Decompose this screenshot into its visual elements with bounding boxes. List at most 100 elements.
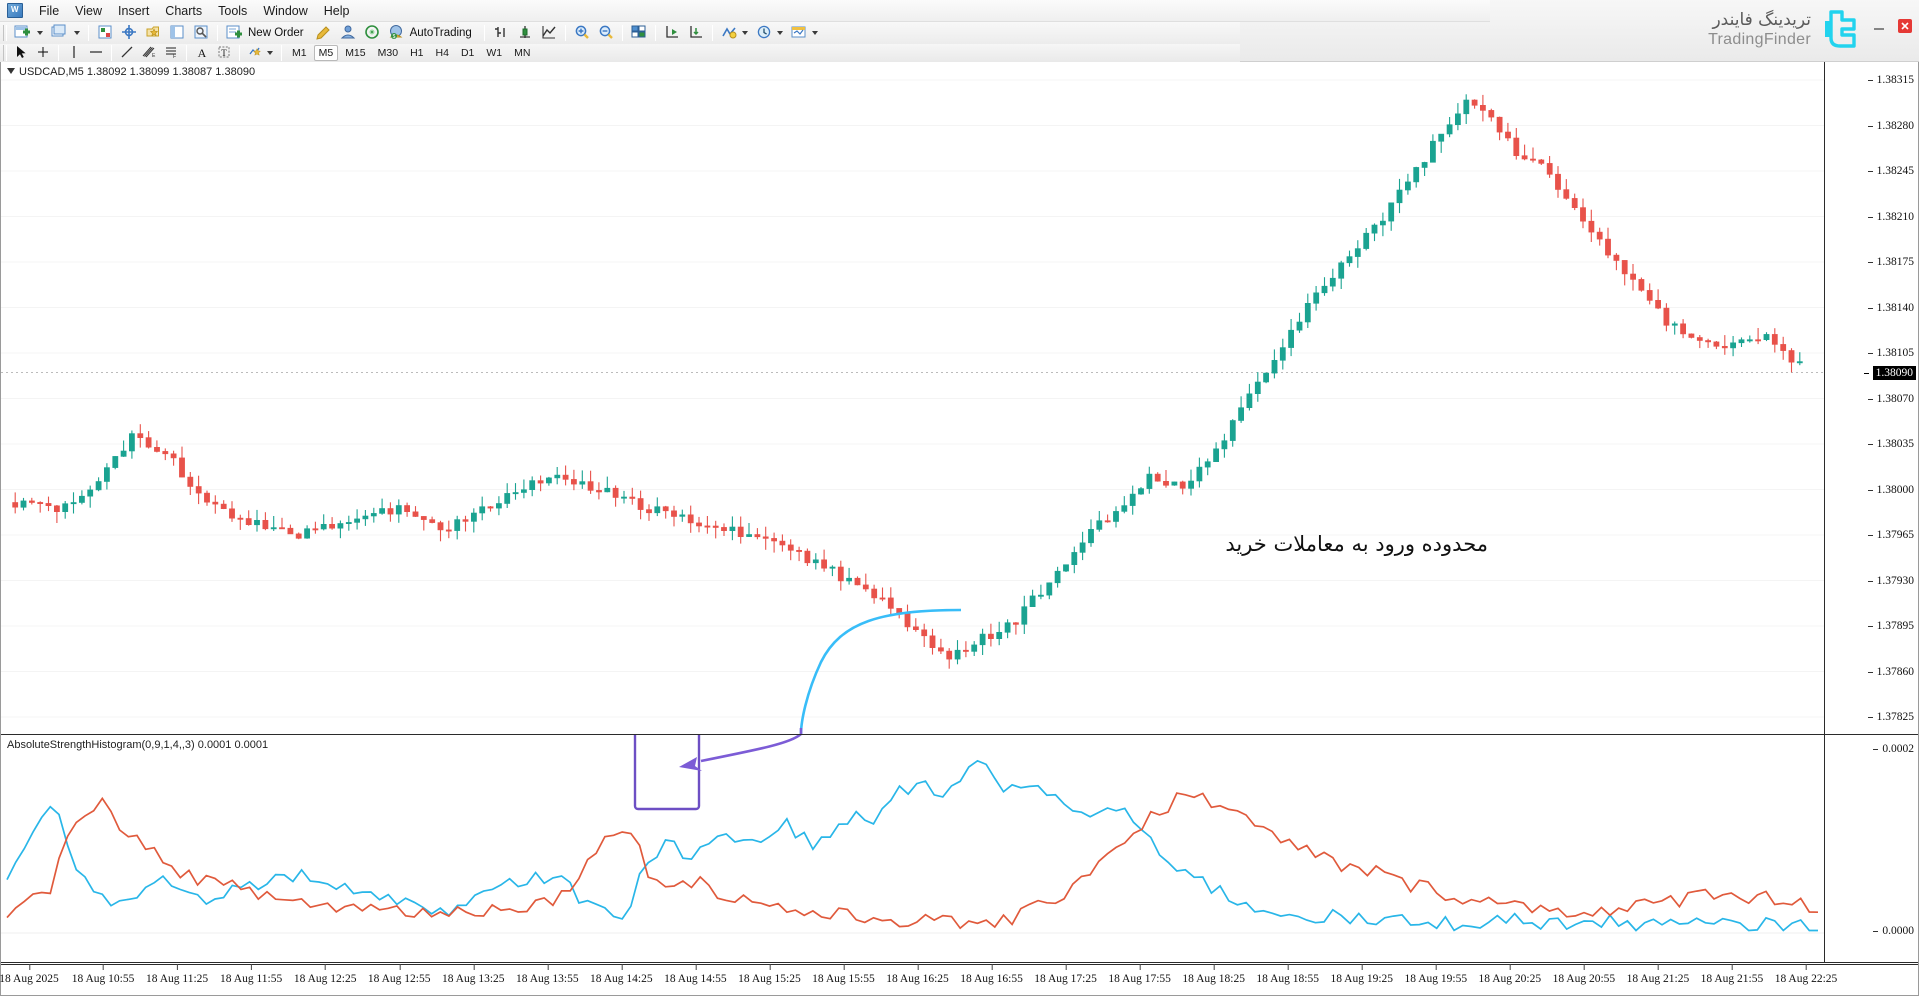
indicator-pane[interactable]: AbsoluteStrengthHistogram(0,9,1,4,,3) 0.… — [1, 735, 1918, 963]
price-pane[interactable]: USDCAD,M5 1.38092 1.38099 1.38087 1.3809… — [1, 62, 1918, 735]
chart-shift-button[interactable] — [685, 23, 707, 43]
time-tick: 18 Aug 10:55 — [71, 964, 135, 985]
zoom-out-button[interactable] — [595, 23, 617, 43]
tile-windows-button[interactable] — [628, 23, 650, 43]
chevron-down-icon[interactable] — [741, 31, 748, 35]
time-tick: 18 Aug 14:55 — [664, 964, 727, 985]
new-order-button[interactable]: New Order — [223, 23, 311, 43]
timeframe-h4[interactable]: H4 — [435, 47, 449, 59]
auto-scroll-icon — [664, 24, 680, 43]
metaeditor-icon — [315, 24, 332, 43]
menu-tools[interactable]: Tools — [218, 3, 248, 18]
close-icon[interactable] — [1897, 18, 1913, 34]
price-tick: 1.37860 — [1867, 665, 1914, 678]
profiles-button[interactable] — [48, 23, 83, 43]
market-watch-button[interactable] — [94, 23, 116, 43]
collapse-triangle-icon[interactable] — [7, 68, 15, 74]
price-axis[interactable]: 1.38315 1.38280 1.38245 1.38210 1.38175 1.381… — [1824, 62, 1918, 734]
cursor-button[interactable] — [11, 43, 31, 63]
vertical-line-button[interactable] — [64, 43, 84, 63]
strategy-tester-button[interactable] — [190, 23, 212, 43]
text-label-icon: T — [217, 45, 231, 62]
timeframe-d1[interactable]: D1 — [460, 47, 475, 59]
price-plot-area[interactable] — [1, 62, 1824, 734]
time-tick: 18 Aug 22:25 — [1774, 964, 1838, 985]
menu-window[interactable]: Window — [263, 3, 308, 18]
text-button[interactable]: A — [192, 43, 212, 63]
templates-button[interactable] — [788, 23, 821, 43]
time-tick: 18 Aug 18:55 — [1256, 964, 1320, 985]
menu-help[interactable]: Help — [323, 3, 350, 18]
equidistant-channel-button[interactable]: E — [139, 43, 159, 63]
expert-advisors-button[interactable] — [337, 23, 359, 43]
indicators-button[interactable] — [718, 23, 751, 43]
fibonacci-retracement-button[interactable]: F — [161, 43, 181, 63]
chevron-down-icon[interactable] — [267, 51, 273, 55]
indicator-label: AbsoluteStrengthHistogram(0,9,1,4,,3) 0.… — [7, 739, 269, 751]
menu-insert[interactable]: Insert — [118, 3, 150, 18]
price-tick: 1.38070 — [1867, 392, 1914, 405]
time-tick: 18 Aug 16:25 — [886, 964, 949, 985]
svg-text:T: T — [221, 48, 227, 58]
chart-window[interactable]: USDCAD,M5 1.38092 1.38099 1.38087 1.3809… — [0, 62, 1919, 996]
time-tick: 18 Aug 17:55 — [1108, 964, 1171, 985]
time-tick: 18 Aug 17:25 — [1034, 964, 1097, 985]
horizontal-line-button[interactable] — [86, 43, 106, 63]
navigator-button[interactable] — [142, 23, 164, 43]
new-chart-icon — [14, 24, 32, 43]
line-chart-button[interactable] — [538, 23, 560, 43]
templates-icon — [791, 24, 807, 43]
autotrading-button[interactable]: $ AutoTrading — [385, 23, 479, 43]
chevron-down-icon[interactable] — [811, 31, 818, 35]
timeframe-m5[interactable]: M5 — [313, 45, 339, 61]
menu-file[interactable]: File — [39, 3, 60, 18]
text-label-button[interactable]: T — [214, 43, 234, 63]
autotrading-button-label: AutoTrading — [409, 27, 472, 39]
timeframe-h1[interactable]: H1 — [410, 47, 424, 59]
svg-text:A: A — [198, 46, 207, 59]
chevron-down-icon[interactable] — [74, 31, 80, 35]
menu-view[interactable]: View — [75, 3, 103, 18]
metaeditor-button[interactable] — [313, 23, 335, 43]
vertical-line-icon — [67, 45, 81, 62]
price-tick: 1.38000 — [1867, 483, 1914, 496]
timeframe-m15[interactable]: M15 — [345, 47, 366, 59]
price-tick: 1.38175 — [1867, 256, 1914, 268]
time-axis[interactable]: 18 Aug 2025 18 Aug 10:55 18 Aug 11:25 18 Au… — [0, 964, 1918, 995]
new-chart-button[interactable] — [11, 23, 46, 43]
tradingfinder-logo-icon — [1821, 8, 1863, 52]
terminal-button[interactable] — [166, 23, 188, 43]
horizontal-line-icon — [89, 45, 103, 62]
indicator-tick: 0.0000 — [1873, 925, 1914, 937]
crosshair-button[interactable] — [33, 43, 53, 63]
timeframe-m30[interactable]: M30 — [377, 47, 399, 59]
timeframe-w1[interactable]: W1 — [486, 47, 503, 59]
toolbar-grip[interactable] — [3, 25, 7, 41]
timeframe-mn[interactable]: MN — [514, 47, 531, 59]
time-tick: 18 Aug 14:25 — [590, 964, 653, 985]
annotation-layer — [799, 608, 962, 734]
chevron-down-icon[interactable] — [37, 31, 43, 35]
menu-charts[interactable]: Charts — [165, 3, 203, 18]
minimize-icon[interactable] — [1871, 18, 1887, 34]
expert-advisors-icon — [340, 24, 356, 43]
chevron-down-icon[interactable] — [776, 31, 783, 35]
auto-scroll-button[interactable] — [661, 23, 683, 43]
shapes-button[interactable] — [245, 43, 276, 63]
indicator-tick: 0.0002 — [1873, 743, 1914, 755]
mql5-community-button[interactable] — [361, 23, 383, 43]
indicator-annotation-layer — [633, 735, 802, 811]
bar-chart-button[interactable] — [490, 23, 512, 43]
periods-button[interactable] — [753, 23, 786, 43]
time-tick: 18 Aug 16:55 — [960, 964, 1023, 985]
data-window-button[interactable] — [118, 23, 140, 43]
new-order-button-label: New Order — [248, 27, 304, 39]
toolbar-grip[interactable] — [3, 45, 7, 61]
trendline-button[interactable] — [117, 43, 137, 63]
zoom-out-icon — [598, 24, 614, 43]
timeframe-m1[interactable]: M1 — [292, 47, 307, 59]
candlestick-chart-button[interactable] — [514, 23, 536, 43]
zoom-in-button[interactable] — [571, 23, 593, 43]
indicator-axis[interactable]: 0.0002 0.0000 — [1824, 735, 1918, 962]
indicator-plot-area[interactable] — [1, 735, 1824, 962]
